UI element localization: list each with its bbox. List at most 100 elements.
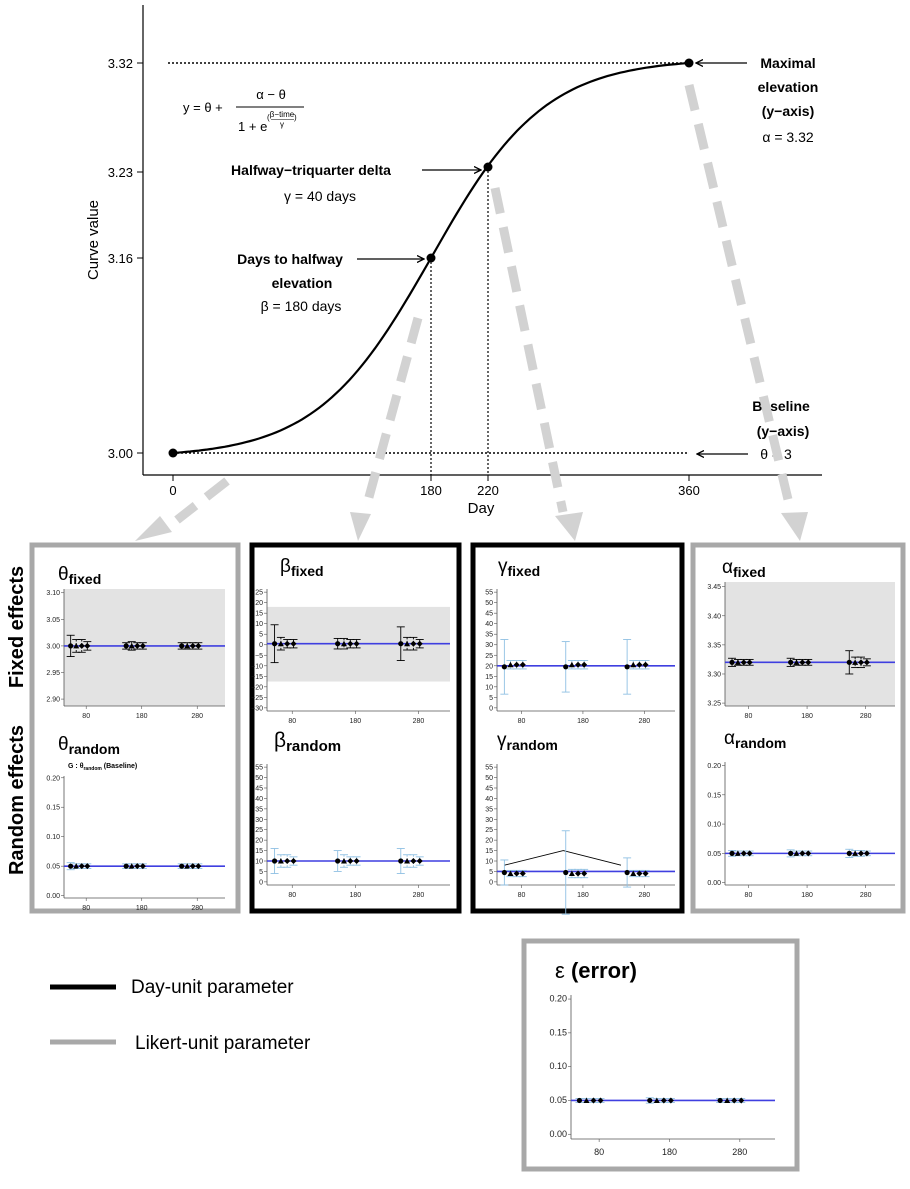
panel-y-tick-label: 0.10: [549, 1061, 567, 1071]
simulation-panels: 3.10 3.05 3.00 2.95 2.90 80 180 280 0.20 0.15 0.10…: [46, 582, 895, 1157]
estimate-marker: [416, 858, 423, 865]
estimate-marker: [410, 858, 417, 865]
panel-gamma-frame: [470, 542, 685, 914]
annotation-value: α = 3.32: [762, 129, 814, 145]
panel-y-tick-label: 0: [489, 879, 493, 886]
panel-titles: θfixed θrandom βfixed βrandom γfixed γra…: [58, 556, 786, 983]
estimate-marker: [184, 863, 191, 869]
panel-y-tick-label: 25: [485, 827, 493, 834]
estimate-marker: [284, 858, 291, 865]
estimate-marker: [788, 659, 794, 665]
estimate-marker: [189, 642, 196, 649]
annotation-text: elevation: [272, 275, 333, 291]
panel-y-tick-label: −25: [251, 695, 263, 702]
formula-numerator: α − θ: [256, 87, 286, 102]
annotation-text: Days to halfway: [237, 251, 343, 267]
panel-x-tick-label: 180: [801, 892, 813, 899]
pointer-arrow-theta: [174, 477, 230, 524]
estimate-marker: [134, 863, 141, 870]
x-tick-label: 220: [477, 483, 499, 498]
estimate-marker: [799, 850, 806, 857]
estimate-marker: [179, 863, 185, 869]
estimate-marker: [513, 661, 520, 668]
panel-y-tick-label: 3.00: [46, 643, 60, 650]
annotation-value: β = 180 days: [261, 298, 342, 314]
panel-x-tick-label: 280: [413, 892, 425, 899]
panel-x-tick-label: 180: [350, 892, 362, 899]
estimate-marker: [271, 858, 278, 864]
estimate-marker: [636, 870, 643, 877]
annotation-text: Maximal: [760, 55, 815, 71]
panel-title-theta-fixed: θfixed: [58, 564, 101, 587]
panel-x-tick-label: 180: [662, 1147, 677, 1157]
estimate-marker: [660, 1097, 667, 1104]
panel-y-tick-label: 45: [485, 611, 493, 618]
estimate-marker: [576, 1097, 583, 1104]
estimate-marker: [846, 850, 852, 856]
pointer-arrowhead: [350, 512, 371, 541]
panel-x-tick-label: 280: [638, 718, 650, 725]
y-axis-title: Curve value: [85, 200, 102, 280]
panel-y-tick-label: 0.00: [707, 880, 721, 887]
panel-y-tick-label: 15: [255, 848, 263, 855]
panel-title-gamma-fixed: γfixed: [498, 556, 540, 579]
formula-exponent-open: (: [267, 113, 270, 122]
annotation-text: Halfway−triquarter delta: [231, 162, 391, 178]
panel-title-beta-random: βrandom: [274, 729, 341, 755]
estimate-marker: [642, 661, 649, 668]
estimate-marker: [340, 640, 347, 647]
estimate-marker: [73, 863, 80, 869]
estimate-marker: [568, 870, 575, 877]
panel-x-tick-label: 180: [136, 713, 148, 720]
panel-y-tick-label: −30: [251, 705, 263, 712]
panel-y-tick-label: 0: [259, 879, 263, 886]
estimate-marker: [863, 659, 870, 666]
estimate-marker: [195, 642, 202, 649]
estimate-marker: [597, 1097, 604, 1104]
estimate-marker: [805, 850, 812, 857]
panel-y-tick-label: 20: [485, 838, 493, 845]
estimate-marker: [583, 1097, 590, 1103]
estimate-marker: [575, 870, 582, 877]
x-tick-label: 360: [678, 483, 700, 498]
panel-y-tick-label: 45: [255, 785, 263, 792]
panel-y-tick-label: 3.40: [707, 613, 721, 620]
panel-x-tick-label: 80: [594, 1147, 604, 1157]
estimate-marker: [290, 858, 297, 865]
panel-y-tick-label: 50: [485, 600, 493, 607]
panel-y-tick-label: 35: [485, 632, 493, 639]
panel-y-tick-label: 35: [255, 806, 263, 813]
annotation-text: elevation: [758, 79, 819, 95]
estimate-marker: [740, 850, 747, 857]
estimate-marker: [179, 643, 185, 649]
formula-denominator: 1 + e: [238, 119, 267, 134]
panel-y-tick-label: 3.05: [46, 617, 60, 624]
formula-exponent-close: ): [294, 113, 297, 122]
estimate-marker: [410, 640, 417, 647]
panel-y-tick-label: 0.05: [707, 851, 721, 858]
panel-y-tick-label: 40: [485, 621, 493, 628]
panel-y-tick-label: 15: [485, 848, 493, 855]
panel-y-tick-label: 10: [255, 859, 263, 866]
panel-y-tick-label: 0.20: [549, 994, 567, 1004]
panel-beta-frame: [249, 542, 462, 914]
panel-x-tick-label: 280: [191, 905, 203, 912]
panel-x-tick-label: 80: [518, 892, 526, 899]
estimate-marker: [353, 858, 360, 865]
panel-y-tick-label: 15: [485, 674, 493, 681]
trend-line: [504, 850, 622, 866]
estimate-marker: [734, 850, 741, 856]
panel-error-frame: [521, 938, 800, 1172]
panel-y-tick-label: 3.30: [707, 671, 721, 678]
estimate-marker: [858, 850, 864, 857]
estimate-marker: [513, 870, 520, 877]
panel-y-tick-label: 20: [255, 600, 263, 607]
annotation-days-to-halfway: Days to halfway elevation β = 180 days: [237, 251, 343, 314]
estimate-marker: [636, 661, 643, 668]
pointer-arrowhead: [781, 512, 808, 541]
panel-y-tick-label: 55: [255, 765, 263, 772]
estimate-marker: [139, 642, 146, 649]
x-axis-title: Day: [468, 500, 495, 517]
